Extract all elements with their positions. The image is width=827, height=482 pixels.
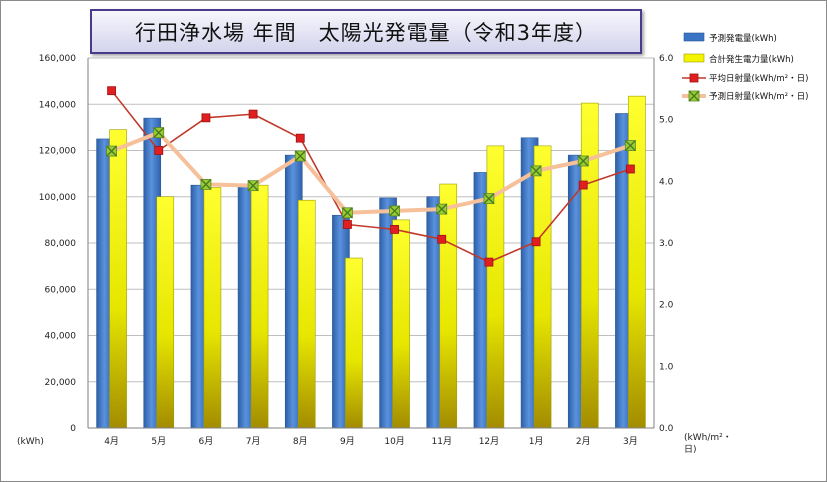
- x-tick-label: 8月: [293, 436, 308, 447]
- series-line: [110, 130, 632, 215]
- bar: [156, 196, 175, 429]
- line-marker: [107, 86, 116, 96]
- y-right-tick-label: 4.0: [659, 177, 674, 187]
- x-tick-label: 3月: [623, 436, 638, 447]
- line-marker: [484, 257, 494, 267]
- chart-title-box: 行田浄水場 年間 太陽光発電量（令和3年度）: [90, 9, 642, 54]
- chart-title: 行田浄水場 年間 太陽光発電量（令和3年度）: [134, 20, 598, 45]
- y-right-tick-label: 2.0: [659, 301, 674, 311]
- line-marker-cross: [530, 165, 542, 177]
- bar-series-group: [96, 95, 646, 429]
- y-right-tick-label: 3.0: [659, 239, 674, 249]
- legend-swatch: [683, 32, 705, 42]
- line-marker: [626, 164, 635, 174]
- legend-label: 予測日射量(kWh/m²・日): [709, 91, 808, 102]
- line-marker-cross: [624, 140, 636, 152]
- legend-label: 平均日射量(kWh/m²・日): [709, 73, 808, 84]
- line-marker-cross: [106, 145, 118, 157]
- bar: [439, 183, 458, 429]
- bar: [203, 187, 222, 429]
- x-tick-label: 2月: [576, 436, 591, 447]
- y-left-tick-label: 120,000: [39, 147, 76, 157]
- line-marker: [201, 113, 211, 123]
- line-marker: [154, 146, 164, 155]
- gridlines: [88, 57, 654, 383]
- x-tick-label: 11月: [432, 436, 452, 447]
- bar: [297, 199, 316, 429]
- line-marker-cross: [294, 150, 306, 162]
- x-tick-label: 12月: [479, 436, 499, 447]
- y-left-tick-label: 140,000: [39, 100, 76, 110]
- legend-label: 合計発生電力量(kWh): [709, 54, 794, 65]
- line-marker-cross: [577, 155, 589, 167]
- x-tick-label: 4月: [104, 436, 119, 447]
- y-left-tick-label: 20,000: [45, 378, 77, 388]
- x-tick-label: 9月: [340, 436, 355, 447]
- line-marker: [578, 180, 588, 190]
- line-marker-cross: [341, 207, 353, 219]
- line-marker: [295, 133, 305, 143]
- y-right-tick-label: 5.0: [659, 116, 674, 126]
- line-marker: [248, 109, 258, 119]
- y-left-tick-label: 160,000: [39, 54, 76, 64]
- line-marker-cross: [436, 203, 448, 215]
- y-right-tick-label: 1.0: [659, 362, 674, 372]
- line-series-group: [106, 86, 636, 267]
- axes-group: 0 20,000 40,000 60,000 80,000 100,000 120,000 1…: [17, 54, 732, 455]
- line-marker: [343, 220, 352, 229]
- x-tick-label: 1月: [529, 436, 544, 447]
- legend-swatch: [683, 53, 705, 63]
- line-marker-cross: [153, 127, 165, 139]
- y-right-tick-label: 0.0: [659, 424, 674, 434]
- bar: [580, 102, 599, 429]
- line-marker-cross: [200, 178, 212, 190]
- legend: 予測発電量(kWh) 合計発生電力量(kWh) 平均日射量(kWh/m²・日) 予測日…: [682, 32, 808, 102]
- legend-swatch-cross: [688, 90, 700, 102]
- y-left-tick-label: 100,000: [39, 193, 76, 203]
- line-marker: [531, 237, 541, 247]
- x-tick-label: 10月: [384, 436, 404, 447]
- x-tick-label: 7月: [246, 436, 261, 447]
- y-left-unit: (kWh): [17, 437, 44, 447]
- bar: [392, 219, 410, 429]
- line-marker-cross: [247, 180, 259, 192]
- x-tick-label: 6月: [199, 436, 214, 447]
- y-left-tick-label: 60,000: [45, 285, 77, 295]
- bar: [533, 145, 552, 429]
- legend-swatch-marker: [689, 73, 699, 83]
- line-marker-cross: [483, 193, 495, 205]
- y-right-unit-line2: 日): [684, 444, 697, 455]
- y-right-tick-label: 6.0: [659, 54, 674, 64]
- x-tick-label: 5月: [151, 436, 166, 447]
- legend-label: 予測発電量(kWh): [709, 33, 777, 44]
- bar: [250, 184, 269, 429]
- y-right-unit: (kWh/m²・: [684, 433, 732, 443]
- bar: [486, 145, 505, 429]
- y-left-tick-label: 80,000: [45, 239, 77, 249]
- line-marker-cross: [389, 205, 401, 217]
- line-marker: [437, 234, 447, 244]
- bar: [345, 257, 363, 429]
- line-marker: [390, 225, 399, 234]
- bar: [109, 129, 127, 429]
- y-left-tick-label: 0: [70, 424, 76, 434]
- series-line: [110, 90, 631, 263]
- y-left-tick-label: 40,000: [45, 332, 77, 342]
